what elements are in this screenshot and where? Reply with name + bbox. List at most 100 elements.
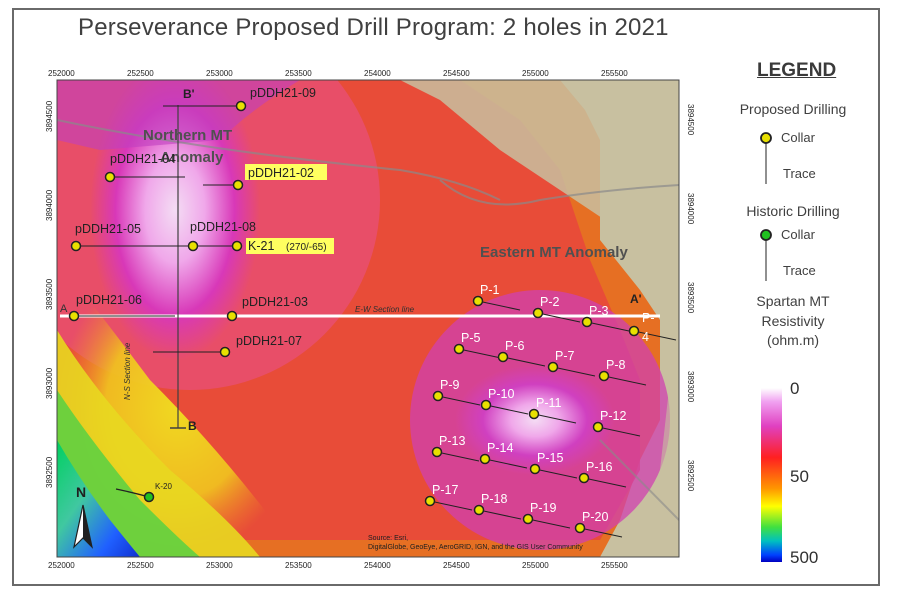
y-tick-right-3893000: 3893000 <box>686 371 695 403</box>
label-pddh21-05: pDDH21-05 <box>75 222 141 236</box>
northern-anomaly-line1: Northern MT <box>143 127 232 144</box>
collar-pddh21-05[interactable] <box>70 240 82 252</box>
y-tick-right-3892500: 3892500 <box>686 460 695 492</box>
y-tick-left-3893500: 3893500 <box>45 278 54 310</box>
collar-k20[interactable] <box>143 491 155 503</box>
label-k20: K-20 <box>155 482 172 491</box>
collar-p-16[interactable] <box>578 472 590 484</box>
collar-p-14[interactable] <box>479 453 491 465</box>
x-tick-bottom-255500: 255500 <box>601 561 628 570</box>
ns-section-label: N-S Section line <box>123 342 132 400</box>
legend-units: (ohm.m) <box>766 332 820 348</box>
collar-p-2[interactable] <box>532 307 544 319</box>
label-p-9: P-9 <box>440 378 460 392</box>
label-p-12: P-12 <box>600 409 626 423</box>
x-tick-bottom-252000: 252000 <box>48 561 75 570</box>
collar-p-15[interactable] <box>529 463 541 475</box>
label-p-1: P-1 <box>480 283 500 297</box>
legend-historic-collar: Collar <box>781 227 815 242</box>
label-p-17: P-17 <box>432 483 458 497</box>
x-tick-top-252000: 252000 <box>48 69 75 78</box>
section-a-prime-label: A' <box>630 292 642 306</box>
collar-p-17[interactable] <box>424 495 436 507</box>
x-tick-bottom-254500: 254500 <box>443 561 470 570</box>
collar-p-1[interactable] <box>472 295 484 307</box>
label-pddh21-08: pDDH21-08 <box>190 220 256 234</box>
label-pddh21-03: pDDH21-03 <box>242 295 308 309</box>
proposed-holes: pDDH21-09 pDDH21-04 pDDH21-02 pDDH21-05 … <box>68 86 327 358</box>
collar-pddh21-04[interactable] <box>104 171 116 183</box>
collar-p-18[interactable] <box>473 504 485 516</box>
legend-title: LEGEND <box>757 60 837 81</box>
label-pddh21-04: pDDH21-04 <box>110 152 176 166</box>
collar-p-7[interactable] <box>547 361 559 373</box>
collar-p-12[interactable] <box>592 421 604 433</box>
label-p-6: P-6 <box>505 339 525 353</box>
y-tick-right-3894500: 3894500 <box>686 104 695 136</box>
collar-pddh21-02[interactable] <box>232 179 244 191</box>
label-k21: K-21 <box>248 239 274 253</box>
y-tick-left-3893000: 3893000 <box>45 367 54 399</box>
legend-proposed-trace: Trace <box>783 166 816 181</box>
legend-resistivity: Spartan MT Resistivity <box>756 293 830 329</box>
collar-pddh21-06[interactable] <box>68 310 80 322</box>
attribution-line1: Source: Esri, <box>368 535 408 542</box>
x-tick-bottom-253500: 253500 <box>285 561 312 570</box>
label-p-8: P-8 <box>606 358 626 372</box>
y-tick-left-3894000: 3894000 <box>45 189 54 221</box>
label-p-11: P-11 <box>536 396 562 410</box>
legend-historic: Historic Drilling <box>746 203 840 219</box>
legend-proposed-collar: Collar <box>781 130 815 145</box>
y-tick-left-3892500: 3892500 <box>45 456 54 488</box>
collar-pddh21-09[interactable] <box>235 100 247 112</box>
collar-p-20[interactable] <box>574 522 586 534</box>
eastern-anomaly-label: Eastern MT Anomaly <box>480 244 628 261</box>
collar-p-6[interactable] <box>497 351 509 363</box>
x-tick-bottom-254000: 254000 <box>364 561 391 570</box>
label-pddh21-06: pDDH21-06 <box>76 293 142 307</box>
collar-p-13[interactable] <box>431 446 443 458</box>
x-tick-top-253500: 253500 <box>285 69 312 78</box>
ew-section-label: E-W Section line <box>355 305 415 314</box>
collar-pddh21-03[interactable] <box>226 310 238 322</box>
collar-k21[interactable] <box>231 240 243 252</box>
label-p-7: P-7 <box>555 349 575 363</box>
label-p-19: P-19 <box>530 501 556 515</box>
collar-p-5[interactable] <box>453 343 465 355</box>
collar-p-11[interactable] <box>528 408 540 420</box>
collar-p-10[interactable] <box>480 399 492 411</box>
section-b-prime-label: B' <box>183 87 195 101</box>
collar-pddh21-08[interactable] <box>187 240 199 252</box>
collar-pddh21-07[interactable] <box>219 346 231 358</box>
p-holes: P-1 P-2 P-3 P-4 P-5 P-6 P-7 P-8 P-9 P-10 P-11 P-12 P… <box>424 283 677 538</box>
scale-label-50: 50 <box>790 467 809 486</box>
collar-p-8[interactable] <box>598 370 610 382</box>
y-tick-right-3893500: 3893500 <box>686 282 695 314</box>
legend-historic-symbol <box>760 229 772 281</box>
northern-anomaly-line2: Anomaly <box>160 149 224 166</box>
x-tick-bottom-252500: 252500 <box>127 561 154 570</box>
north-label: N <box>76 484 86 500</box>
attribution-line2: DigitalGlobe, GeoEye, AeroGRID, IGN, and… <box>368 544 583 551</box>
collar-p-9[interactable] <box>432 390 444 402</box>
label-p-2: P-2 <box>540 295 560 309</box>
y-tick-left-3894500: 3894500 <box>45 100 54 132</box>
label-k21-orientation: (270/-65) <box>286 242 327 253</box>
label-p-20: P-20 <box>582 510 608 524</box>
label-p-18: P-18 <box>481 492 507 506</box>
legend-proposed: Proposed Drilling <box>739 101 847 117</box>
label-pddh21-07: pDDH21-07 <box>236 334 302 348</box>
label-p-4: P-4 <box>642 311 655 344</box>
scale-label-0: 0 <box>790 379 800 398</box>
collar-p-4[interactable] <box>628 325 640 337</box>
map-title: Perseverance Proposed Drill Program: 2 h… <box>78 14 669 41</box>
historic-k21: K-21 (270/-65) <box>231 238 334 254</box>
x-tick-top-255500: 255500 <box>601 69 628 78</box>
y-tick-right-3894000: 3894000 <box>686 193 695 225</box>
collar-p-3[interactable] <box>581 316 593 328</box>
scale-label-500: 500 <box>790 548 819 567</box>
x-tick-bottom-253000: 253000 <box>206 561 233 570</box>
collar-p-19[interactable] <box>522 513 534 525</box>
label-p-10: P-10 <box>488 387 514 401</box>
